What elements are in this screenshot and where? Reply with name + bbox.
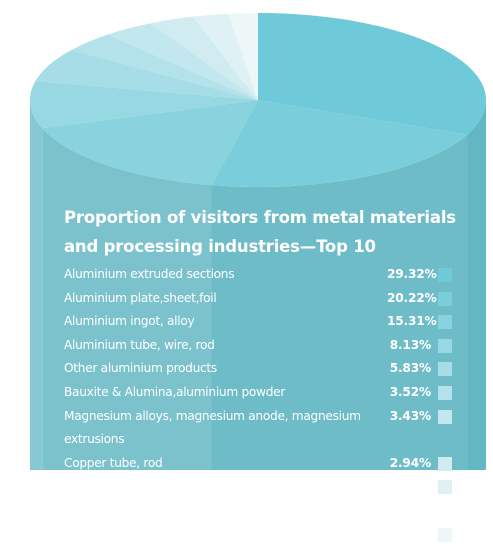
legend-row-3: Aluminium ingot, alloy 15.31% xyxy=(64,310,456,334)
legend-swatch-6 xyxy=(438,385,452,400)
legend-label-6: Bauxite & Alumina,aluminium powder xyxy=(64,384,286,399)
legend-row-5: Other aluminium products 5.83% xyxy=(64,357,456,381)
pie-slice-8 xyxy=(150,16,258,100)
legend-row-2: Aluminium plate,sheet,foil 20.22% xyxy=(64,287,456,311)
legend-row-9: Non-ferrous metals Recycling & Secondary… xyxy=(64,475,456,522)
legend-label-5: Other aluminium products xyxy=(64,361,217,376)
legend-row-6: Bauxite & Alumina,aluminium powder 3.52% xyxy=(64,381,456,405)
pie-slice-7 xyxy=(107,23,258,101)
legend-swatch-1 xyxy=(438,268,452,282)
legend-swatch-3 xyxy=(438,315,452,330)
chart-title-line-1: Proportion of visitors from metal materi… xyxy=(64,208,456,227)
cylinder-side-1 xyxy=(467,100,486,470)
chart-title-line-2: and processing industries—Top 10 xyxy=(64,237,376,256)
legend-value-9: 2.37% xyxy=(389,479,431,494)
legend-value-8: 2.94% xyxy=(389,455,431,470)
legend-swatch-2 xyxy=(438,291,452,306)
legend-row-7: Magnesium alloys, magnesium anode, magne… xyxy=(64,405,456,452)
legend-label-2: Aluminium plate,sheet,foil xyxy=(64,290,217,305)
pie-slice-9 xyxy=(192,13,258,101)
legend-value-6: 3.52% xyxy=(389,384,431,399)
pie-slice-5 xyxy=(35,50,258,100)
legend-label-8: Copper tube, rod xyxy=(64,455,163,470)
legend-label-3: Aluminium ingot, alloy xyxy=(64,314,195,329)
legend-swatch-8 xyxy=(438,456,452,471)
legend-row-10: Copper plate, sheet, foil 1.93% xyxy=(64,523,456,547)
legend-label-7: Magnesium alloys, magnesium anode, magne… xyxy=(64,408,361,447)
pie-slice-10 xyxy=(228,13,258,100)
legend-value-2: 20.22% xyxy=(387,290,437,305)
cylinder-side-4 xyxy=(30,100,43,470)
legend: Aluminium extruded sections 29.32% Alumini… xyxy=(64,263,456,546)
pie-top xyxy=(29,13,486,187)
pie-slice-3 xyxy=(42,100,258,186)
legend-label-4: Aluminium tube, wire, rod xyxy=(64,337,215,352)
pie-slice-2 xyxy=(211,100,468,187)
legend-swatch-9 xyxy=(438,480,452,495)
legend-label-10: Copper plate, sheet, foil xyxy=(64,526,204,541)
chart-title: Proportion of visitors from metal materi… xyxy=(64,203,456,261)
cylinder-sides xyxy=(30,100,486,470)
legend-swatch-5 xyxy=(438,362,452,377)
legend-swatch-4 xyxy=(438,338,452,353)
pie-slice-4 xyxy=(29,81,258,129)
legend-swatch-10 xyxy=(438,527,452,542)
legend-row-8: Copper tube, rod 2.94% xyxy=(64,452,456,476)
legend-label-9: Non-ferrous metals Recycling & Secondary… xyxy=(64,479,313,517)
legend-row-1: Aluminium extruded sections 29.32% xyxy=(64,263,456,287)
legend-value-3: 15.31% xyxy=(387,314,437,329)
legend-row-4: Aluminium tube, wire, rod 8.13% xyxy=(64,334,456,358)
legend-value-5: 5.83% xyxy=(389,361,431,376)
pie-slice-6 xyxy=(71,34,259,100)
legend-label-1: Aluminium extruded sections xyxy=(64,267,235,281)
legend-value-4: 8.13% xyxy=(389,337,431,352)
legend-value-1: 29.32% xyxy=(387,267,437,281)
legend-value-10: 1.93% xyxy=(389,526,431,541)
cylinder-side-3 xyxy=(42,128,212,470)
cylinder-side-2 xyxy=(211,134,468,470)
legend-swatch-7 xyxy=(438,409,452,424)
legend-value-7: 3.43% xyxy=(389,408,431,423)
pie-slice-1 xyxy=(258,13,486,135)
